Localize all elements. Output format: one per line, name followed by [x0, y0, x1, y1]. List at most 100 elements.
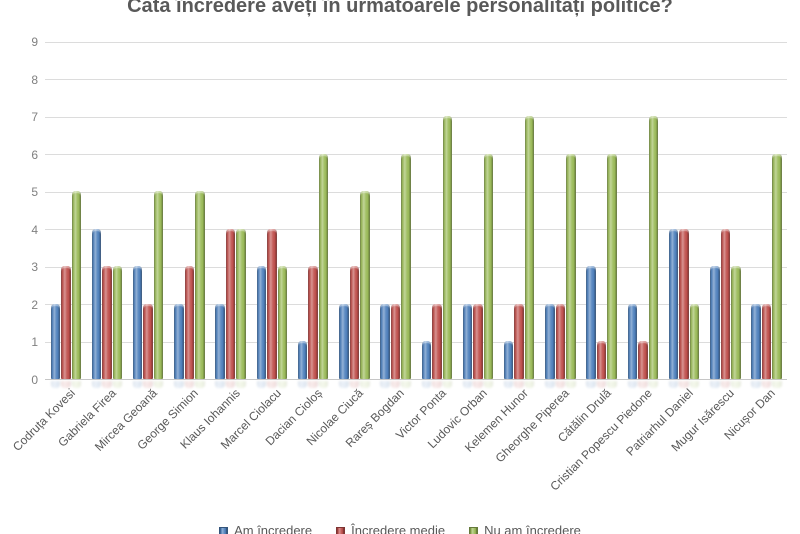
- chart-title: Câtă încredere aveți în următoarele pers…: [127, 0, 673, 17]
- bar-series-2: [514, 303, 524, 388]
- bar-series-1: [545, 303, 555, 388]
- bar-reflection: [545, 381, 555, 388]
- bar-series-2: [761, 303, 772, 388]
- bar-group-16: [668, 228, 700, 388]
- bar-reflection: [524, 381, 535, 388]
- bar-reflection: [174, 381, 184, 388]
- bar-series-2: [143, 303, 153, 388]
- bar-reflection: [360, 381, 370, 388]
- bar-series-3: [731, 266, 741, 388]
- bar-series-2: [432, 303, 442, 388]
- gridline-9: [45, 41, 787, 43]
- bar-reflection: [50, 381, 60, 388]
- bar-reflection: [256, 381, 267, 388]
- bar-series-1: [91, 228, 102, 388]
- legend-swatch-icon: [336, 527, 346, 534]
- legend-label: Nu am încredere: [484, 523, 581, 534]
- bar-series-2: [349, 266, 360, 388]
- bar-group-9: [380, 153, 411, 388]
- legend: Am încredere Încredere medie Nu am încrede…: [0, 523, 800, 534]
- bar-series-1: [50, 303, 60, 388]
- bar-series-1: [339, 303, 349, 388]
- gridline-5: [45, 191, 787, 193]
- bar-series-1: [174, 303, 184, 388]
- y-tick-label: 7: [31, 110, 38, 125]
- y-tick-label: 4: [31, 222, 38, 237]
- bar-reflection: [153, 381, 164, 388]
- bar-reflection: [483, 381, 494, 388]
- bar-group-2: [91, 228, 123, 388]
- bar-series-1: [132, 266, 143, 388]
- bar-series-1: [462, 303, 473, 388]
- gridline-4: [45, 229, 787, 231]
- bar-series-3: [153, 191, 164, 388]
- bar-reflection: [710, 381, 720, 388]
- bar-series-2: [555, 303, 566, 388]
- bar-group-10: [421, 116, 452, 388]
- y-tick-label: 3: [31, 260, 38, 275]
- bar-group-11: [462, 153, 494, 388]
- bar-series-1: [215, 303, 225, 388]
- gridline-7: [45, 116, 787, 118]
- bar-series-1: [627, 303, 638, 388]
- bar-reflection: [627, 381, 638, 388]
- bar-series-2: [184, 266, 195, 388]
- bar-series-3: [648, 116, 659, 388]
- gridline-3: [45, 266, 787, 268]
- bar-series-2: [596, 341, 607, 388]
- bar-series-3: [71, 191, 81, 388]
- bar-reflection: [772, 381, 782, 388]
- bar-group-3: [132, 191, 164, 388]
- bar-reflection: [648, 381, 659, 388]
- bar-reflection: [731, 381, 741, 388]
- gridline-1: [45, 341, 787, 343]
- bar-reflection: [503, 381, 514, 388]
- legend-swatch-icon: [219, 527, 229, 534]
- bar-series-2: [638, 341, 648, 388]
- bar-group-17: [710, 228, 741, 388]
- bar-reflection: [318, 381, 329, 388]
- bar-reflection: [195, 381, 205, 388]
- bar-reflection: [112, 381, 123, 388]
- legend-item-1: Am încredere: [219, 523, 312, 534]
- bar-series-3: [607, 153, 617, 388]
- bar-series-1: [503, 341, 514, 388]
- bar-series-3: [112, 266, 123, 388]
- bar-reflection: [236, 381, 246, 388]
- bar-reflection: [339, 381, 349, 388]
- legend-item-2: Încredere medie: [336, 523, 445, 534]
- y-tick-label: 5: [31, 185, 38, 200]
- bar-reflection: [380, 381, 390, 388]
- bar-series-1: [297, 341, 308, 388]
- bar-reflection: [132, 381, 143, 388]
- y-tick-label: 8: [31, 72, 38, 87]
- legend-item-3: Nu am încredere: [469, 523, 581, 534]
- bar-reflection: [689, 381, 700, 388]
- bar-series-3: [360, 191, 370, 388]
- bar-reflection: [586, 381, 596, 388]
- legend-label: Am încredere: [234, 523, 313, 534]
- bar-series-1: [668, 228, 679, 388]
- bar-reflection: [297, 381, 308, 388]
- bar-series-1: [380, 303, 390, 388]
- bar-series-2: [225, 228, 236, 388]
- bar-group-8: [339, 191, 370, 388]
- bar-reflection: [215, 381, 225, 388]
- bar-reflection: [401, 381, 411, 388]
- bar-series-3: [195, 191, 205, 388]
- y-tick-label: 1: [31, 335, 38, 350]
- plot-area: [45, 41, 787, 388]
- gridline-2: [45, 304, 787, 306]
- bar-series-3: [689, 303, 700, 388]
- bar-series-1: [710, 266, 720, 388]
- bar-group-7: [297, 153, 329, 388]
- bar-group-4: [174, 191, 205, 388]
- bar-series-3: [442, 116, 452, 388]
- bar-group-1: [50, 191, 81, 388]
- bar-series-1: [421, 341, 431, 388]
- bar-reflection: [442, 381, 452, 388]
- bar-group-15: [627, 116, 659, 388]
- bar-series-3: [236, 228, 246, 388]
- bar-series-1: [586, 266, 596, 388]
